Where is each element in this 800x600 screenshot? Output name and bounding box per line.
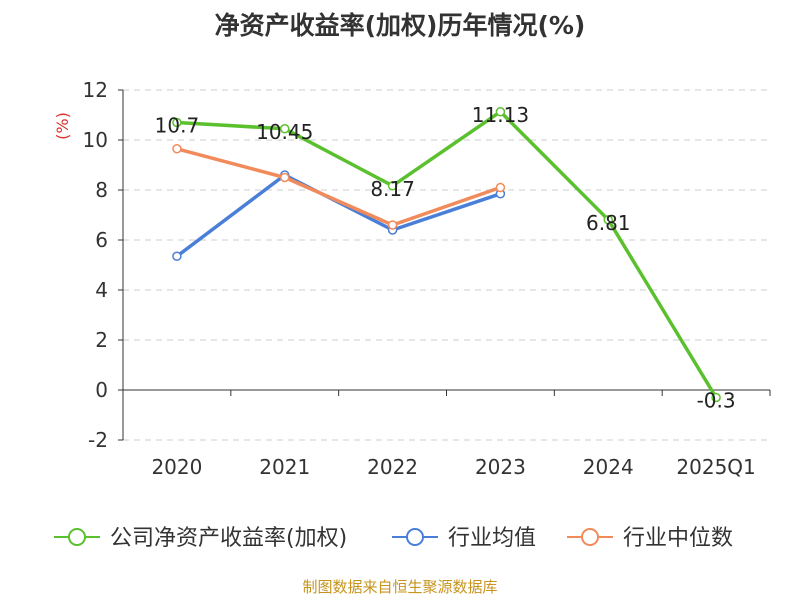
y-tick-label: -2	[88, 428, 108, 452]
data-point	[711, 392, 721, 403]
data-label: 8.17	[370, 177, 415, 201]
data-point	[172, 251, 182, 261]
y-tick-label: 10	[83, 128, 108, 152]
data-point	[280, 124, 290, 134]
x-tick-label: 2020	[151, 455, 202, 479]
data-label: 10.45	[256, 120, 313, 144]
data-point	[172, 117, 182, 128]
data-point	[495, 182, 506, 193]
x-tick-label: 2025Q1	[676, 455, 755, 479]
x-tick-label: 2023	[475, 455, 526, 479]
data-label: 10.7	[155, 114, 200, 138]
y-tick-label: 6	[95, 228, 108, 252]
legend-marker	[68, 528, 86, 546]
series-line	[176, 109, 718, 399]
x-tick-label: 2022	[367, 455, 418, 479]
data-point	[172, 144, 182, 154]
data-point	[280, 172, 290, 183]
y-tick-label: 4	[95, 278, 108, 302]
legend-label: 行业中位数	[623, 526, 733, 551]
x-tick-label: 2021	[259, 455, 310, 479]
y-tick-label: 12	[83, 78, 108, 102]
legend-label: 公司净资产收益率(加权)	[110, 526, 347, 551]
legend-marker	[581, 528, 599, 546]
y-tick-label: 8	[95, 178, 108, 202]
series-line	[176, 147, 501, 227]
y-tick-label: 2	[95, 328, 108, 352]
data-point	[387, 220, 398, 230]
series-line	[175, 173, 501, 258]
data-point	[603, 215, 613, 225]
data-label: 6.81	[586, 211, 631, 235]
legend-label: 行业均值	[448, 526, 536, 551]
chart-title: 净资产收益率(加权)历年情况(%)	[214, 11, 586, 40]
data-label: 11.13	[472, 103, 529, 127]
y-axis-label: (%)	[53, 112, 72, 140]
legend-marker	[406, 528, 424, 546]
data-point	[495, 107, 506, 117]
source-note: 制图数据来自恒生聚源数据库	[302, 578, 498, 596]
data-point	[387, 181, 398, 191]
data-label: -0.3	[697, 389, 736, 413]
x-tick-label: 2024	[583, 455, 634, 479]
y-tick-label: 0	[95, 378, 108, 402]
